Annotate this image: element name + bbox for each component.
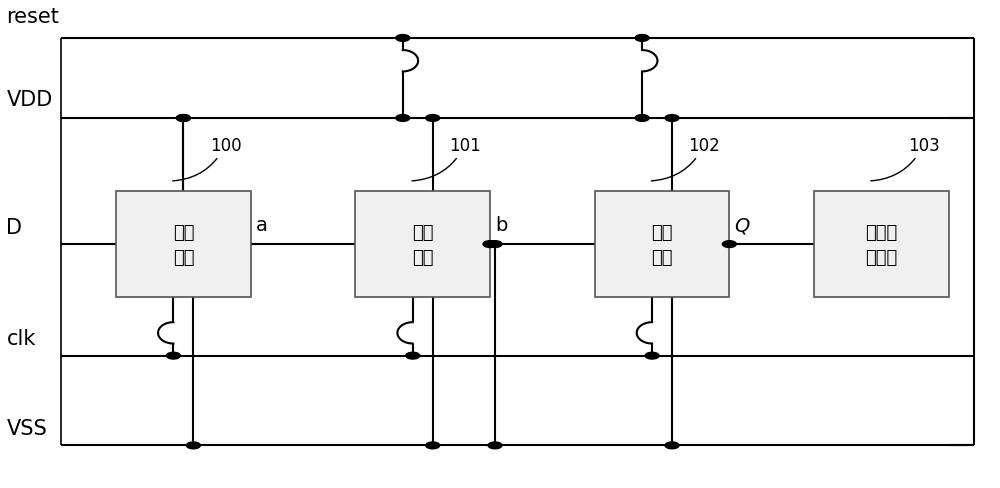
FancyBboxPatch shape <box>814 191 949 298</box>
Circle shape <box>406 352 420 359</box>
Text: VSS: VSS <box>6 418 47 438</box>
Circle shape <box>396 115 410 122</box>
Text: 103: 103 <box>871 136 940 182</box>
Circle shape <box>665 115 679 122</box>
Circle shape <box>166 352 180 359</box>
Circle shape <box>488 241 502 248</box>
Text: D: D <box>6 217 22 237</box>
Text: clk: clk <box>6 329 36 348</box>
Text: a: a <box>256 216 268 235</box>
Circle shape <box>665 442 679 449</box>
Text: VDD: VDD <box>6 90 53 110</box>
Circle shape <box>426 442 440 449</box>
Circle shape <box>488 442 502 449</box>
Circle shape <box>645 352 659 359</box>
Circle shape <box>176 115 190 122</box>
FancyBboxPatch shape <box>595 191 729 298</box>
Circle shape <box>186 442 200 449</box>
Circle shape <box>483 241 497 248</box>
Text: 输入
电路: 输入 电路 <box>173 223 194 266</box>
Text: 100: 100 <box>173 136 241 182</box>
Circle shape <box>635 36 649 42</box>
Text: 预充
电路: 预充 电路 <box>412 223 433 266</box>
FancyBboxPatch shape <box>355 191 490 298</box>
Circle shape <box>396 36 410 42</box>
Text: 102: 102 <box>651 136 720 182</box>
Text: 输出
电路: 输出 电路 <box>651 223 673 266</box>
Text: reset: reset <box>6 7 59 27</box>
FancyBboxPatch shape <box>116 191 251 298</box>
Text: 101: 101 <box>412 136 481 182</box>
Text: 第一锁
存电路: 第一锁 存电路 <box>865 223 898 266</box>
Text: Q: Q <box>734 216 750 235</box>
Text: b: b <box>495 216 507 235</box>
Circle shape <box>722 241 736 248</box>
Circle shape <box>176 115 190 122</box>
Circle shape <box>635 115 649 122</box>
Circle shape <box>426 115 440 122</box>
